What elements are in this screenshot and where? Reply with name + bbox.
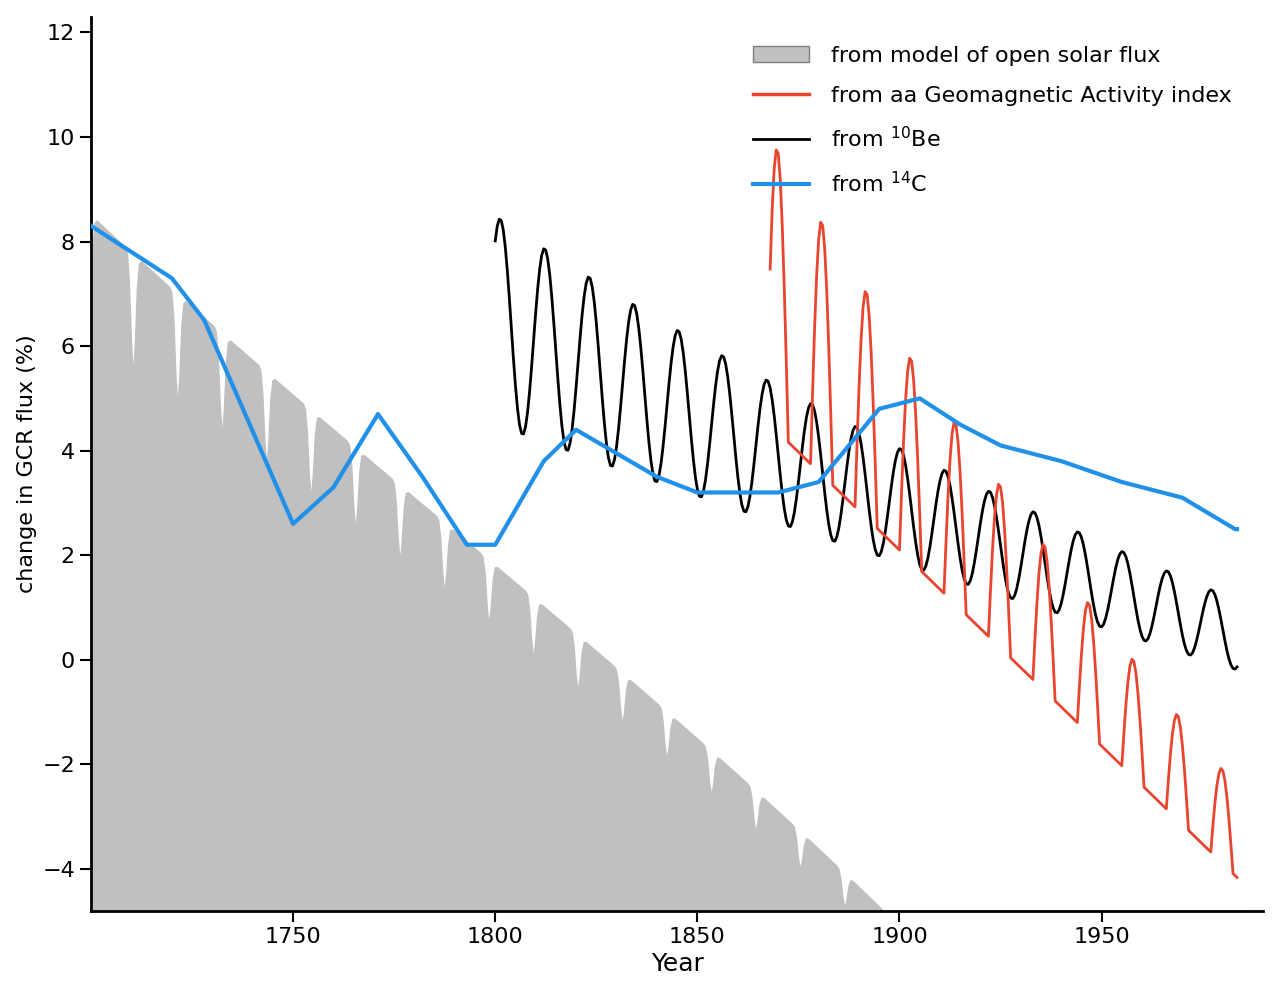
Legend: from model of open solar flux, from aa Geomagnetic Activity index, from $^{10}$B: from model of open solar flux, from aa G… bbox=[744, 37, 1240, 205]
Y-axis label: change in GCR flux (%): change in GCR flux (%) bbox=[17, 335, 37, 593]
X-axis label: Year: Year bbox=[650, 952, 704, 976]
